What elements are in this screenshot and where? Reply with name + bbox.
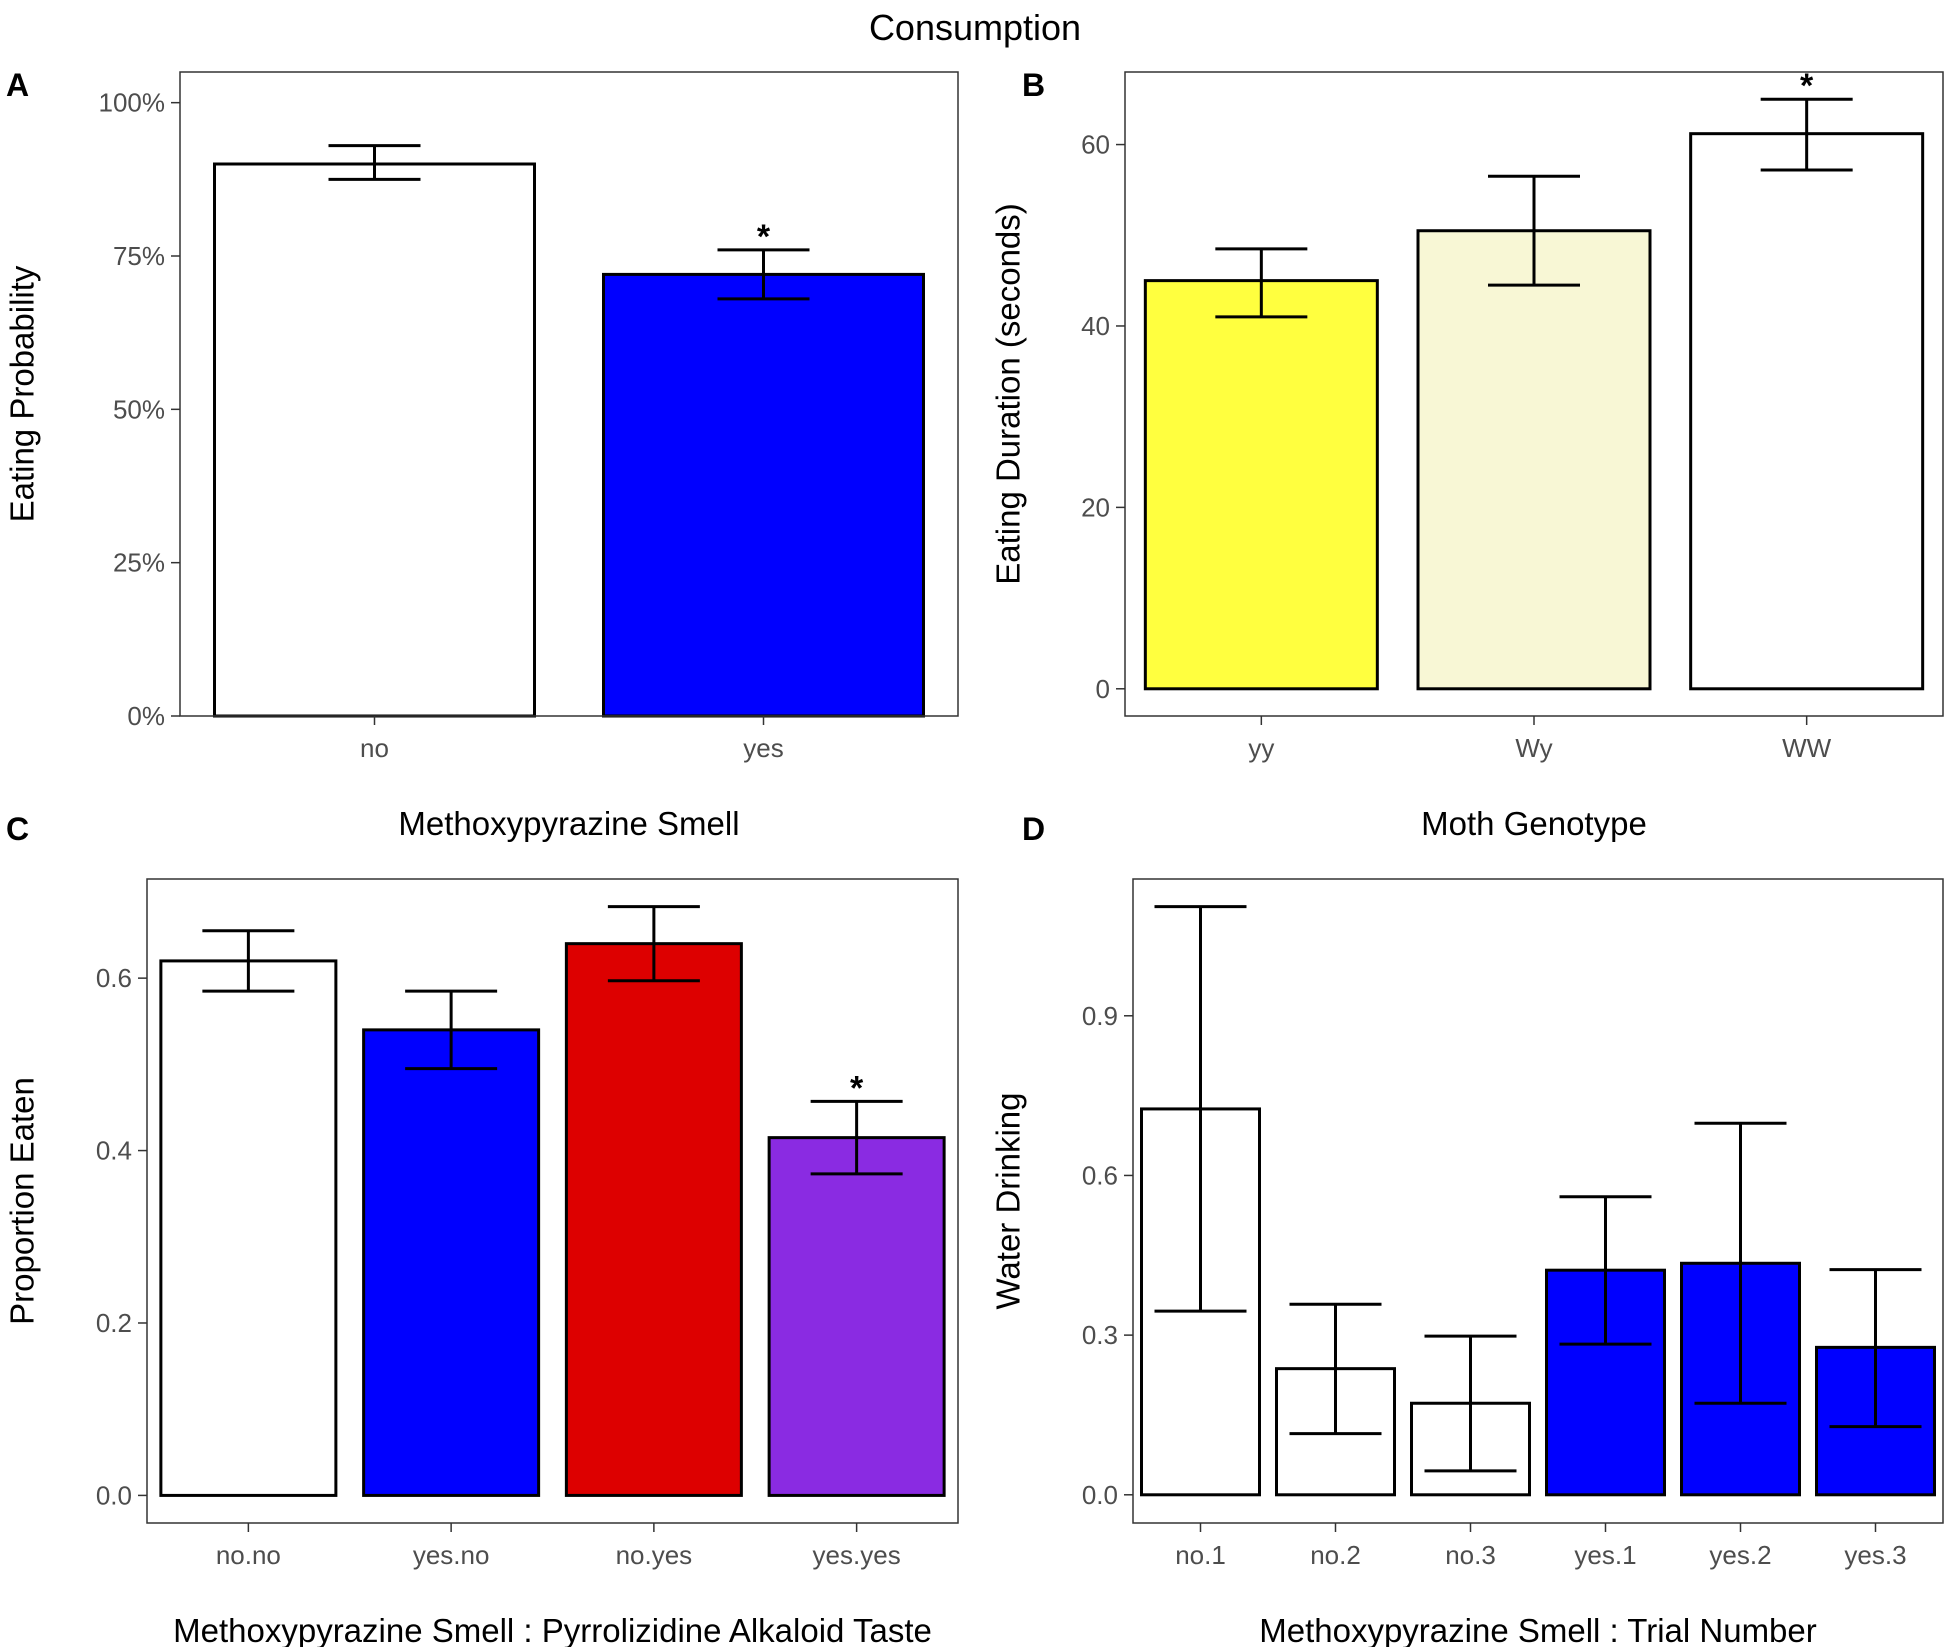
- x-tick-label: no.yes: [616, 1540, 693, 1570]
- y-tick-label: 25%: [113, 548, 165, 578]
- y-axis-title: Eating Duration (seconds): [990, 203, 1027, 585]
- x-tick-label: no.1: [1175, 1540, 1226, 1570]
- bar: [213, 162, 536, 718]
- x-tick-label: no: [360, 733, 389, 763]
- y-tick-label: 75%: [113, 241, 165, 271]
- x-tick-label: Wy: [1515, 733, 1552, 763]
- panel-letter: A: [6, 67, 29, 103]
- y-tick-label: 0.4: [96, 1136, 132, 1166]
- y-tick-label: 0.6: [96, 963, 132, 993]
- y-axis-title: Water Drinking: [990, 1093, 1027, 1310]
- y-tick-label: 0.9: [1082, 1001, 1118, 1031]
- x-tick-label: yes.yes: [813, 1540, 901, 1570]
- y-tick-label: 40: [1081, 311, 1110, 341]
- bar: [159, 959, 338, 1497]
- x-tick-label: yes.2: [1709, 1540, 1771, 1570]
- x-tick-label: no.2: [1310, 1540, 1361, 1570]
- significance-marker: *: [850, 1069, 864, 1107]
- bar: [564, 942, 743, 1497]
- x-tick-label: yes: [743, 733, 783, 763]
- y-tick-label: 60: [1081, 130, 1110, 160]
- y-tick-label: 0: [1096, 674, 1110, 704]
- panel-border: [1132, 878, 1944, 1524]
- y-axis-title: Proportion Eaten: [4, 1077, 41, 1325]
- x-tick-label: no.no: [216, 1540, 281, 1570]
- y-tick-label: 0.3: [1082, 1320, 1118, 1350]
- x-tick-label: no.3: [1445, 1540, 1496, 1570]
- x-tick-label: yes.no: [413, 1540, 490, 1570]
- panel-letter: C: [6, 811, 29, 847]
- panel-a: A 0% 25% 50% 75% 100% no * yes Methoxypyrazine Sm…: [4, 67, 959, 842]
- x-axis-title: Methoxypyrazine Smell : Pyrrolizidine Al…: [173, 1612, 932, 1647]
- significance-marker: *: [1800, 67, 1814, 105]
- bar: [602, 272, 925, 718]
- x-tick-label: yy: [1248, 733, 1274, 763]
- bar: [767, 1136, 946, 1497]
- y-tick-label: 0.0: [1082, 1480, 1118, 1510]
- y-tick-label: 0%: [127, 701, 165, 731]
- panel-border: [179, 71, 959, 717]
- x-tick-label: WW: [1782, 733, 1832, 763]
- panel-border: [1124, 71, 1944, 717]
- x-axis-title: Methoxypyrazine Smell: [398, 805, 739, 842]
- y-tick-label: 0.2: [96, 1308, 132, 1338]
- bar: [1416, 229, 1652, 691]
- panel-d: D 0.0 0.3 0.6 0.9 no.1 no.2 no.3 yes.1 yes.2 yes.3…: [990, 811, 1944, 1647]
- panel-letter: B: [1022, 67, 1045, 103]
- x-axis-title: Methoxypyrazine Smell : Trial Number: [1259, 1612, 1817, 1647]
- panel-letter: D: [1022, 811, 1045, 847]
- bar: [1143, 279, 1379, 691]
- x-axis-title: Moth Genotype: [1421, 805, 1647, 842]
- y-tick-label: 20: [1081, 492, 1110, 522]
- y-tick-label: 50%: [113, 394, 165, 424]
- y-tick-label: 0.0: [96, 1480, 132, 1510]
- x-tick-label: yes.3: [1844, 1540, 1906, 1570]
- panel-c: C 0.0 0.2 0.4 0.6 no.no yes.no no.yes * yes.yes Me…: [4, 811, 959, 1647]
- significance-marker: *: [757, 218, 771, 256]
- x-tick-label: yes.1: [1574, 1540, 1636, 1570]
- bar: [1689, 132, 1925, 691]
- y-tick-label: 0.6: [1082, 1160, 1118, 1190]
- figure-title: Consumption: [869, 7, 1081, 48]
- panel-border: [146, 878, 959, 1524]
- y-tick-label: 100%: [99, 88, 166, 118]
- bar: [362, 1028, 541, 1497]
- panel-b: B 0 20 40 60 yy Wy * WW Moth Genotype Eating Durat…: [990, 67, 1944, 842]
- y-axis-title: Eating Probability: [4, 265, 41, 522]
